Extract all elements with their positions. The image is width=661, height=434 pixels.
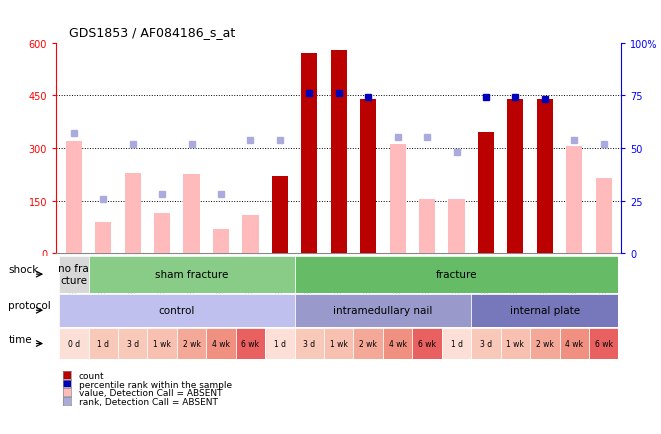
Bar: [419, 200, 435, 254]
Text: protocol: protocol: [9, 301, 51, 311]
Text: fracture: fracture: [436, 270, 477, 279]
Text: 3 d: 3 d: [127, 339, 139, 348]
Text: 6 wk: 6 wk: [241, 339, 260, 348]
Text: 2 wk: 2 wk: [182, 339, 200, 348]
Text: 3 d: 3 d: [303, 339, 315, 348]
Bar: [537, 99, 553, 254]
Text: 4 wk: 4 wk: [389, 339, 407, 348]
Text: 1 d: 1 d: [451, 339, 463, 348]
Bar: [596, 178, 612, 254]
Bar: [213, 229, 229, 254]
Bar: [448, 200, 465, 254]
Text: count: count: [79, 371, 104, 380]
Bar: [389, 145, 406, 254]
Text: intramedullary nail: intramedullary nail: [333, 306, 432, 316]
Text: 1 wk: 1 wk: [153, 339, 171, 348]
Text: shock: shock: [9, 264, 39, 274]
Text: control: control: [159, 306, 195, 316]
Text: 4 wk: 4 wk: [212, 339, 230, 348]
Bar: [566, 147, 582, 254]
Text: 2 wk: 2 wk: [360, 339, 377, 348]
Text: sham fracture: sham fracture: [155, 270, 228, 279]
Bar: [301, 54, 317, 254]
Text: 6 wk: 6 wk: [595, 339, 613, 348]
Text: 1 d: 1 d: [97, 339, 109, 348]
Bar: [330, 50, 347, 254]
Bar: [272, 177, 288, 254]
Text: internal plate: internal plate: [510, 306, 580, 316]
Text: 2 wk: 2 wk: [536, 339, 554, 348]
Text: no fra
cture: no fra cture: [58, 264, 89, 285]
Text: 1 wk: 1 wk: [506, 339, 524, 348]
Text: 1 wk: 1 wk: [330, 339, 348, 348]
Text: 4 wk: 4 wk: [565, 339, 583, 348]
Text: time: time: [9, 334, 32, 344]
Text: value, Detection Call = ABSENT: value, Detection Call = ABSENT: [79, 388, 222, 398]
Bar: [507, 99, 524, 254]
Text: 6 wk: 6 wk: [418, 339, 436, 348]
Bar: [243, 215, 258, 254]
Bar: [154, 214, 171, 254]
Text: percentile rank within the sample: percentile rank within the sample: [79, 380, 232, 389]
Text: 0 d: 0 d: [68, 339, 80, 348]
Bar: [478, 133, 494, 254]
Text: 1 d: 1 d: [274, 339, 286, 348]
Bar: [125, 173, 141, 254]
Text: rank, Detection Call = ABSENT: rank, Detection Call = ABSENT: [79, 397, 217, 406]
Bar: [65, 141, 82, 254]
Bar: [184, 175, 200, 254]
Text: 3 d: 3 d: [480, 339, 492, 348]
Text: GDS1853 / AF084186_s_at: GDS1853 / AF084186_s_at: [69, 26, 236, 39]
Bar: [360, 99, 376, 254]
Bar: [95, 222, 111, 254]
